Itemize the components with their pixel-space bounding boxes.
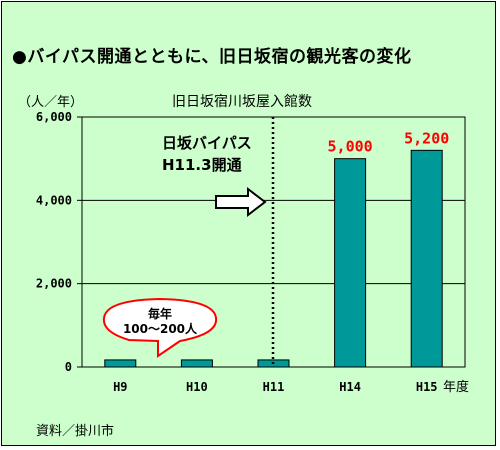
x-tick-label: H11: [263, 380, 285, 394]
x-tick-label: H14: [339, 380, 361, 394]
bubble-text-line2: 100～200人: [123, 321, 198, 336]
bypass-annotation-line1: 日坂バイパス: [162, 134, 252, 152]
x-tick-label: H9: [113, 380, 127, 394]
x-tick-label: H15: [416, 380, 438, 394]
chart-title: 旧日坂宿川坂屋入館数: [172, 93, 312, 110]
y-tick-label: 6,000: [36, 110, 72, 124]
bar-h15: [410, 149, 443, 368]
right-arrow-icon: [215, 186, 267, 218]
bar-h10: [180, 359, 213, 368]
speech-bubble: [102, 297, 218, 358]
y-tick-label: 0: [65, 360, 72, 374]
bar-h14: [334, 158, 367, 368]
page-title: ●バイパス開通とともに、旧日坂宿の観光客の変化: [12, 47, 412, 67]
y-axis-label: （人／年）: [18, 95, 83, 110]
data-label: 5,000: [328, 138, 373, 156]
y-tick-label: 2,000: [36, 277, 72, 291]
bar-h9: [104, 359, 137, 368]
x-axis-label: 年度: [443, 379, 469, 395]
y-tick-label: 4,000: [36, 193, 72, 207]
data-label: 5,200: [404, 129, 449, 147]
source-note: 資料／掛川市: [36, 424, 115, 439]
bypass-annotation-line2: H11.3開通: [162, 156, 242, 174]
x-tick-label: H10: [186, 380, 208, 394]
bubble-text-line1: 毎年: [148, 306, 172, 321]
